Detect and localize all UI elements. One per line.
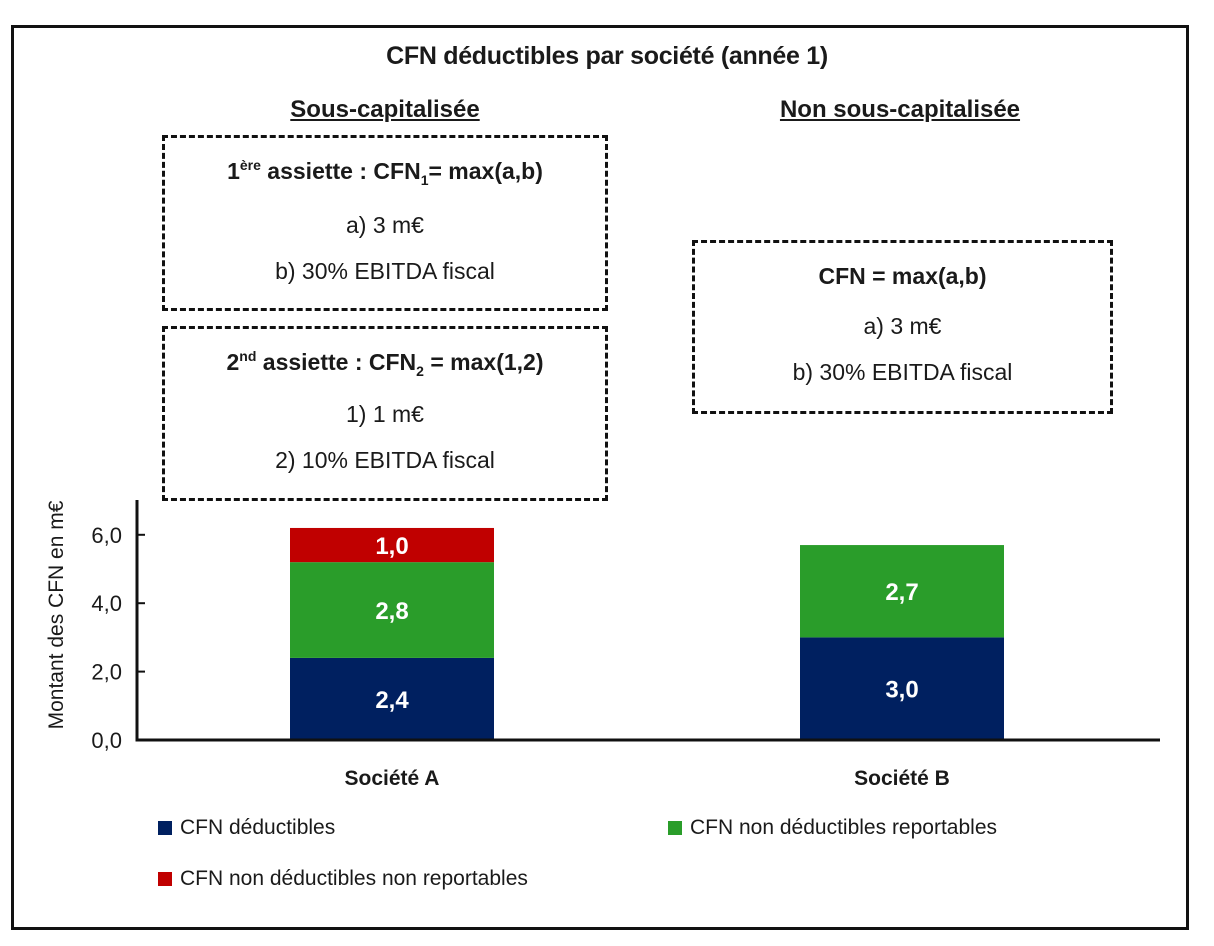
first-base-option-a: a) 3 m€ [346, 212, 424, 238]
second-base-formula: 2nd assiette : CFN2 = max(1,2) [165, 348, 605, 379]
x-tick-label: Société B [854, 767, 950, 790]
data-label: 2,7 [885, 579, 918, 606]
formula-subscript: 1 [420, 172, 429, 188]
formula-superscript: ère [239, 157, 261, 173]
formula-number: 1 [227, 158, 240, 184]
chart-frame [11, 25, 1189, 930]
chart-title: CFN déductibles par société (année 1) [386, 42, 828, 70]
legend-item: CFN non déductibles reportables [668, 816, 997, 840]
y-axis-label: Montant des CFN en m€ [45, 500, 68, 729]
bar-segment [800, 637, 1004, 740]
non-sous-cap-option-a: a) 3 m€ [863, 313, 942, 339]
non-sous-cap-formula: CFN = max(a,b) [818, 263, 987, 289]
x-tick-label: Société A [345, 767, 440, 790]
first-base-option-b: b) 30% EBITDA fiscal [275, 258, 495, 284]
legend-label: CFN non déductibles reportables [690, 816, 998, 839]
heading-sous-capitalisee: Sous-capitalisée [290, 96, 480, 123]
legend-swatch [668, 821, 682, 835]
first-base-box: 1ère assiette : CFN1= max(a,b) a) 3 m€ b… [162, 135, 608, 311]
formula-text: assiette : CFN [256, 349, 417, 375]
legend-label: CFN déductibles [180, 816, 336, 839]
legend-swatch [158, 821, 172, 835]
bar-segment [290, 562, 494, 658]
formula-max: = max(1,2) [423, 349, 544, 375]
non-sous-cap-box: CFN = max(a,b) a) 3 m€ b) 30% EBITDA fis… [692, 240, 1113, 414]
bar-segment [290, 657, 494, 740]
legend-item: CFN déductibles [158, 816, 335, 840]
formula-max: = max(a,b) [428, 158, 543, 184]
data-label: 3,0 [885, 677, 918, 704]
legend-swatch [158, 872, 172, 886]
y-tick-label: 0,0 [91, 728, 122, 753]
formula-superscript: nd [239, 348, 257, 364]
legend-item: CFN non déductibles non reportables [158, 867, 528, 891]
y-tick-label: 6,0 [91, 523, 122, 548]
bar-segment [290, 527, 494, 563]
formula-text: assiette : CFN [260, 158, 421, 184]
y-tick-label: 4,0 [91, 591, 122, 616]
heading-non-sous-capitalisee: Non sous-capitalisée [779, 96, 1021, 123]
second-base-option-2: 2) 10% EBITDA fiscal [275, 447, 495, 473]
bar-segment [800, 545, 1004, 638]
data-label: 1,0 [375, 533, 408, 560]
data-label: 2,8 [375, 598, 408, 625]
first-base-formula: 1ère assiette : CFN1= max(a,b) [165, 157, 605, 188]
formula-number: 2 [226, 349, 240, 375]
second-base-box: 2nd assiette : CFN2 = max(1,2) 1) 1 m€ 2… [162, 326, 608, 501]
legend-label: CFN non déductibles non reportables [180, 867, 528, 890]
non-sous-cap-option-b: b) 30% EBITDA fiscal [792, 359, 1013, 385]
second-base-option-1: 1) 1 m€ [346, 401, 424, 427]
data-label: 2,4 [375, 687, 409, 714]
formula-subscript: 2 [416, 363, 424, 379]
y-tick-label: 2,0 [91, 660, 122, 685]
